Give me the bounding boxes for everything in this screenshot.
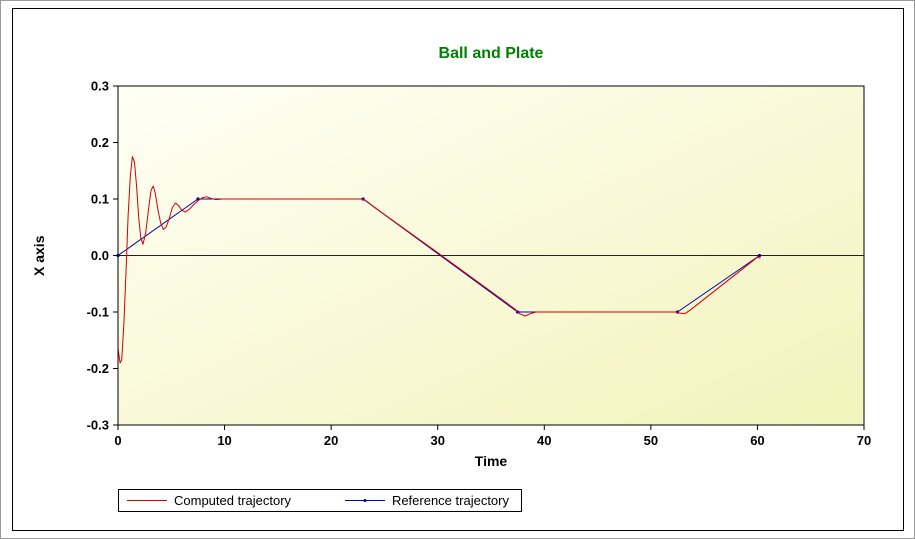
y-tick-label: -0.2: [87, 361, 109, 376]
y-tick-label: 0.1: [91, 192, 109, 207]
y-tick-label: 0.2: [91, 135, 109, 150]
series-reference-trajectory-line: [117, 198, 760, 313]
x-tick-label: 0: [114, 433, 121, 448]
legend-line-sample: [127, 500, 167, 501]
y-tick-label: -0.3: [87, 418, 109, 433]
x-tick-label: 70: [857, 433, 871, 448]
legend-marker-dot: [363, 499, 367, 502]
y-tick-label: 0.3: [91, 79, 109, 94]
x-axis-label: Time: [474, 453, 508, 469]
y-tick-label: 0.0: [91, 248, 109, 263]
x-tick-label: 40: [537, 433, 551, 448]
x-tick-label: 30: [430, 433, 444, 448]
legend-item: Computed trajectory: [127, 493, 291, 508]
legend-label: Reference trajectory: [391, 493, 509, 508]
legend-line-sample: [344, 499, 385, 502]
x-tick-label: 50: [644, 433, 658, 448]
x-tick-label: 10: [217, 433, 231, 448]
x-tick-label: 60: [750, 433, 764, 448]
legend-label: Computed trajectory: [174, 493, 292, 508]
x-tick-label: 20: [324, 433, 338, 448]
chart-title: Ball and Plate: [438, 45, 544, 62]
series-computed-trajectory-line: [117, 156, 761, 364]
legend: Computed trajectory Reference trajectory: [118, 489, 522, 512]
series-reference-trajectory-marker: [757, 253, 762, 258]
y-axis-label: X axis: [31, 235, 47, 276]
legend-item: Reference trajectory: [344, 493, 509, 508]
y-tick-label: -0.1: [87, 305, 109, 320]
